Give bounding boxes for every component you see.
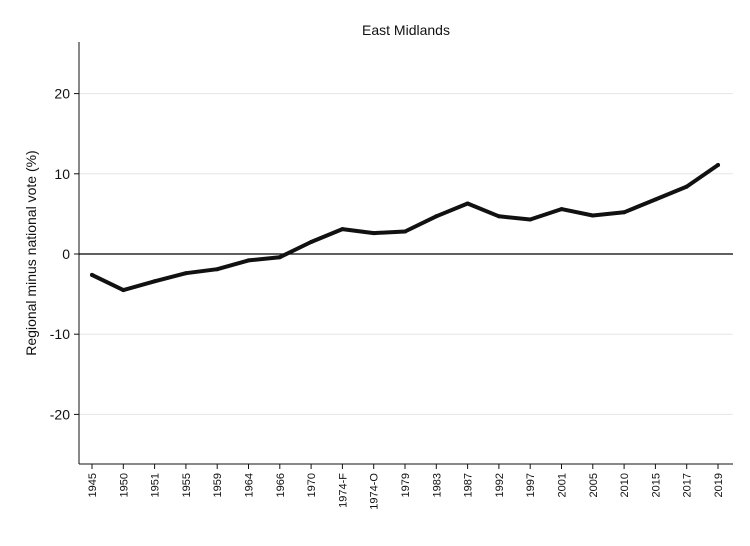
x-tick-label: 1974-O	[369, 473, 381, 510]
data-point	[496, 214, 501, 219]
data-point	[622, 210, 627, 215]
x-tick-label: 1951	[150, 473, 162, 497]
data-point	[684, 184, 689, 189]
y-axis-label: Regional minus national vote (%)	[23, 150, 39, 355]
y-tick-label: 0	[62, 246, 70, 262]
chart-title: East Midlands	[362, 22, 450, 38]
data-point	[590, 213, 595, 218]
x-tick-label: 1964	[244, 473, 256, 497]
x-tick-label: 1959	[212, 473, 224, 497]
data-point	[152, 279, 157, 284]
x-tick-label: 1987	[463, 473, 475, 497]
data-point	[716, 162, 720, 167]
x-tick-label: 1979	[400, 473, 412, 497]
y-tick-label: 10	[54, 166, 70, 182]
data-point	[559, 207, 564, 212]
data-point	[246, 258, 251, 263]
x-tick-label: 2010	[619, 473, 631, 497]
x-tick-label: 2001	[557, 473, 569, 497]
x-tick-label: 2019	[713, 473, 725, 497]
y-tick-label: 20	[54, 86, 70, 102]
data-point	[183, 271, 188, 276]
data-point	[309, 239, 314, 244]
gridlines	[79, 93, 733, 415]
x-tick-label: 1955	[181, 473, 193, 497]
data-point	[121, 288, 126, 293]
data-point	[215, 267, 220, 272]
data-point	[403, 229, 407, 234]
y-tick-label: -20	[50, 406, 70, 422]
x-tick-label: 1970	[306, 473, 318, 497]
x-tick-label: 2017	[682, 473, 694, 497]
data-point	[653, 197, 658, 202]
x-tick-label: 1966	[275, 473, 287, 497]
data-point	[465, 201, 470, 206]
y-ticks: -20 -10 0 10 20	[50, 86, 79, 422]
data-points	[90, 162, 720, 293]
x-ticks: 1945 1950 1951 1955 1959 1964 1966 1970 1974-F 19…	[87, 464, 725, 510]
data-point	[371, 231, 376, 236]
x-tick-label: 1945	[87, 473, 99, 497]
x-tick-label: 1992	[494, 473, 506, 497]
x-tick-label: 1997	[525, 473, 537, 497]
data-point	[434, 214, 439, 219]
x-tick-label: 1983	[431, 473, 443, 497]
x-tick-label: 1974-F	[337, 473, 349, 508]
data-point	[277, 255, 282, 260]
x-tick-label: 1950	[118, 473, 130, 497]
y-tick-label: -10	[50, 326, 70, 342]
data-point	[90, 272, 94, 277]
data-point	[528, 217, 533, 222]
x-tick-label: 2005	[588, 473, 600, 497]
x-tick-label: 2015	[650, 473, 662, 497]
data-point	[340, 227, 345, 232]
